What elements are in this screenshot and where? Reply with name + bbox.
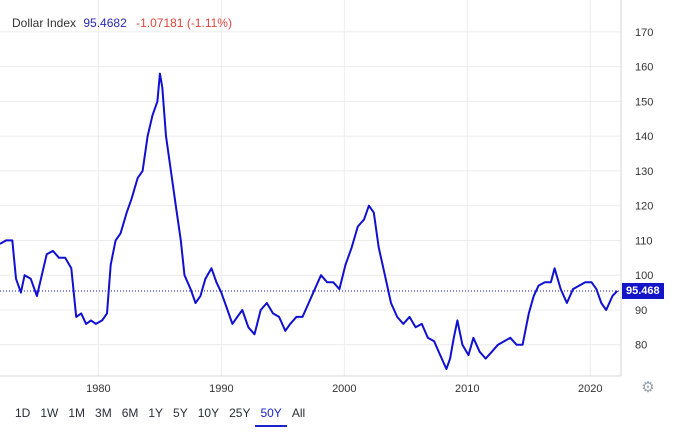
y-tick-label: 100 [635, 270, 653, 282]
range-button-1d[interactable]: 1D [15, 406, 31, 420]
dollar-index-series-line [0, 72, 619, 370]
x-tick-label: 1990 [209, 383, 233, 395]
y-tick-label: 170 [635, 27, 653, 39]
y-tick-label: 150 [635, 96, 653, 108]
y-tick-label: 130 [635, 166, 653, 178]
range-button-5y[interactable]: 5Y [173, 406, 188, 420]
y-tick-label: 140 [635, 131, 653, 143]
range-button-10y[interactable]: 10Y [197, 406, 220, 420]
last-price-label: 95.468 [622, 282, 664, 299]
price-change: -1.07181 (-1.11%) [136, 16, 232, 30]
range-button-1y[interactable]: 1Y [148, 406, 164, 420]
range-button-1w[interactable]: 1W [40, 406, 59, 420]
chart-legend: Dollar Index 95.4682 -1.07181 (-1.11%) [12, 16, 232, 30]
symbol-name: Dollar Index [12, 16, 77, 30]
time-axis: 1980 1990 2000 2010 2020 [86, 383, 602, 395]
x-tick-label: 2010 [455, 383, 479, 395]
gear-icon[interactable]: ⚙ [641, 379, 655, 396]
range-button-50y[interactable]: 50Y [255, 401, 287, 427]
x-tick-label: 2020 [578, 383, 602, 395]
range-button-3m[interactable]: 3M [95, 406, 112, 420]
x-tick-label: 1980 [86, 383, 110, 395]
y-tick-label: 160 [635, 62, 653, 74]
y-tick-label: 80 [635, 340, 647, 352]
y-tick-label: 120 [635, 201, 653, 213]
range-button-6m[interactable]: 6M [121, 406, 139, 420]
y-tick-label: 110 [635, 235, 653, 247]
range-button-25y[interactable]: 25Y [229, 406, 251, 420]
y-tick-label: 90 [635, 305, 647, 317]
range-button-1m[interactable]: 1M [68, 406, 86, 420]
grid [0, 0, 621, 376]
price-axis: 80 90 100 110 120 130 140 150 160 170 [635, 27, 653, 352]
x-tick-label: 2000 [332, 383, 356, 395]
range-selector: 1D 1W 1M 3M 6M 1Y 5Y 10Y 25Y 50Y All [10, 401, 310, 427]
range-button-all[interactable]: All [291, 406, 306, 420]
last-price: 95.4682 [83, 16, 127, 30]
